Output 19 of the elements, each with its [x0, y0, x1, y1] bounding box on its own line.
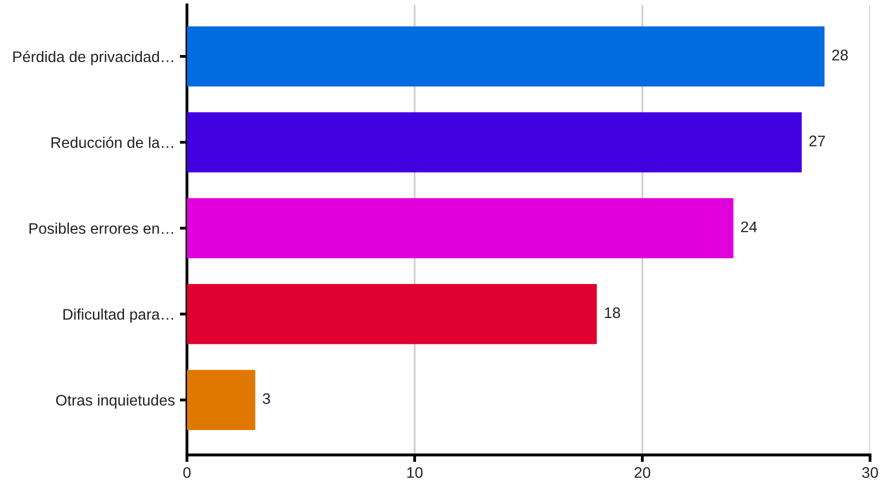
- bar: [186, 112, 802, 172]
- bar: [186, 370, 256, 430]
- data-label: 18: [604, 307, 620, 318]
- y-tick-label: Reducción de la…: [52, 136, 174, 148]
- x-tick-label: 30: [862, 467, 878, 478]
- bar: [186, 284, 597, 344]
- bar: [186, 198, 734, 258]
- y-tick-label: Pérdida de privacidad…: [13, 50, 174, 66]
- data-label: 28: [832, 50, 848, 60]
- y-tick-label: Dificultad para…: [63, 308, 174, 323]
- y-tick-label: Otras inquietudes: [56, 394, 175, 409]
- data-label: 3: [262, 393, 270, 404]
- x-tick-label: 10: [407, 467, 423, 478]
- data-label: 27: [809, 136, 825, 146]
- data-label: 24: [741, 221, 757, 232]
- x-tick-label: 20: [634, 467, 650, 478]
- y-tick-label: Posibles errores en…: [30, 222, 174, 234]
- x-tick-label: 0: [183, 467, 191, 478]
- bar: [186, 26, 825, 86]
